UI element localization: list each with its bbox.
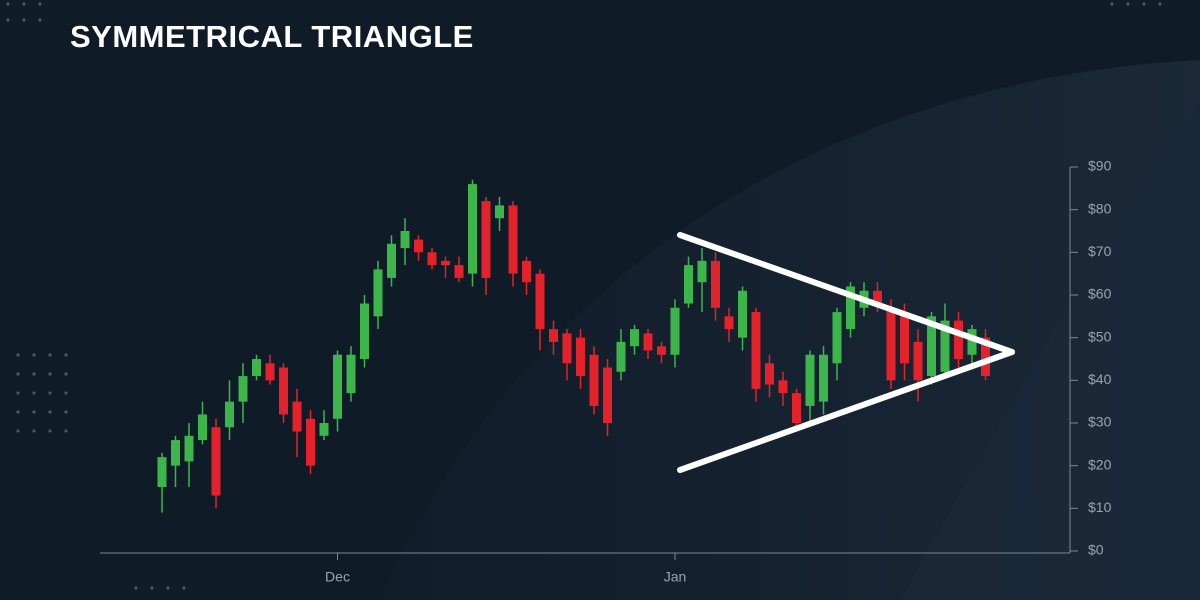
candle-body	[913, 341, 923, 381]
candle-body	[684, 265, 693, 304]
candle-body	[198, 414, 207, 441]
candle-body	[238, 376, 248, 402]
lower-trendline	[677, 349, 1015, 473]
candle-body	[940, 320, 950, 372]
candle-body	[319, 423, 329, 436]
candle-body	[616, 341, 626, 372]
candle-body	[468, 184, 477, 274]
candle-body	[225, 401, 234, 428]
candle-body	[832, 312, 842, 364]
candle-body	[535, 273, 545, 330]
chart-title: SYMMETRICAL TRIANGLE	[70, 19, 474, 54]
candle-body	[603, 367, 612, 423]
dot-grid	[6, 2, 1162, 590]
candle-body	[427, 252, 437, 266]
candle-body	[508, 205, 518, 274]
candle-body	[670, 307, 680, 355]
candle-body	[265, 363, 275, 381]
candle-body	[522, 260, 531, 283]
y-tick-label: $10	[1088, 499, 1112, 515]
candle-body	[778, 380, 788, 394]
y-tick-label: $50	[1088, 328, 1112, 344]
candle-body	[549, 329, 558, 342]
y-tick-label: $30	[1088, 414, 1112, 430]
candle-body	[805, 354, 815, 406]
candle-body	[819, 354, 828, 402]
y-tick-label: $40	[1088, 371, 1112, 387]
candle-body	[373, 269, 383, 317]
upper-trendline	[677, 232, 1015, 355]
candle-body	[765, 363, 774, 385]
triangle-pattern	[677, 232, 1015, 473]
candle-body	[711, 260, 720, 308]
candle-body	[279, 367, 288, 415]
candle-body	[954, 320, 963, 359]
candle-body	[576, 337, 585, 377]
candle-body	[252, 359, 261, 377]
candle-body	[292, 401, 302, 432]
candle-body	[454, 265, 464, 278]
swoosh	[900, 100, 1200, 600]
candle-body	[171, 440, 180, 466]
candle-body	[495, 205, 504, 219]
candle-body	[886, 307, 896, 381]
candle-body	[441, 260, 450, 266]
y-tick-label: $20	[1088, 456, 1112, 472]
candle-body	[751, 312, 761, 389]
candle-body	[981, 337, 990, 377]
candle-body	[360, 303, 369, 359]
x-tick-label: Jan	[664, 569, 687, 585]
candle-body	[157, 457, 167, 487]
x-tick-label: Dec	[325, 569, 350, 585]
candle-body	[333, 354, 342, 419]
y-tick-label: $90	[1088, 158, 1112, 174]
candle-body	[306, 418, 315, 466]
candle-body	[967, 329, 977, 355]
candle-body	[900, 316, 909, 364]
candle-body	[873, 290, 882, 304]
candle-body	[184, 435, 194, 462]
candle-body	[927, 316, 936, 377]
y-tick-label: $70	[1088, 243, 1112, 259]
candle-body	[562, 333, 572, 364]
candle-body	[414, 239, 423, 253]
candle-body	[643, 333, 653, 351]
y-tick-label: $0	[1088, 542, 1104, 558]
candle-body	[738, 290, 747, 338]
candle-body	[211, 427, 221, 496]
candle-body	[657, 346, 666, 355]
candle-body	[346, 354, 356, 394]
candle-body	[481, 201, 491, 278]
candle-body	[387, 243, 396, 278]
candle-body	[589, 354, 599, 406]
candle-body	[792, 393, 801, 423]
candle-body	[630, 329, 639, 347]
candle-body	[400, 231, 410, 249]
candle-body	[724, 316, 734, 330]
candle-body	[846, 286, 855, 330]
candle-body	[697, 260, 707, 283]
y-tick-label: $60	[1088, 286, 1112, 302]
y-tick-label: $80	[1088, 200, 1112, 216]
